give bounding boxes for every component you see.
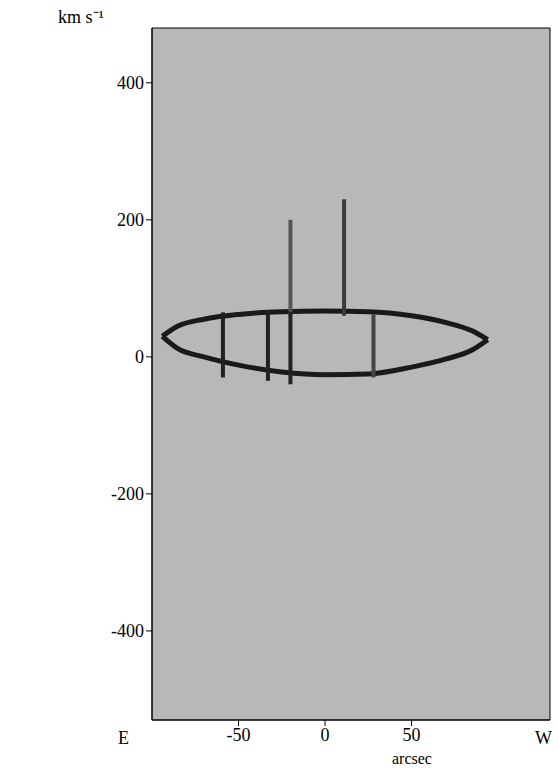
svg-text:0: 0 — [321, 725, 330, 745]
html-text:W: W — [535, 728, 552, 748]
html-text:km s⁻¹: km s⁻¹ — [58, 7, 104, 27]
svg-text:50: 50 — [403, 725, 421, 745]
svg-text:-200: -200 — [111, 484, 144, 504]
svg-text:200: 200 — [117, 210, 144, 230]
html-text:arcsec: arcsec — [392, 750, 432, 767]
svg-text:400: 400 — [117, 73, 144, 93]
svg-text:-400: -400 — [111, 621, 144, 641]
svg-text:0: 0 — [135, 347, 144, 367]
svg-text:-50: -50 — [227, 725, 251, 745]
html-text:E: E — [118, 728, 129, 748]
